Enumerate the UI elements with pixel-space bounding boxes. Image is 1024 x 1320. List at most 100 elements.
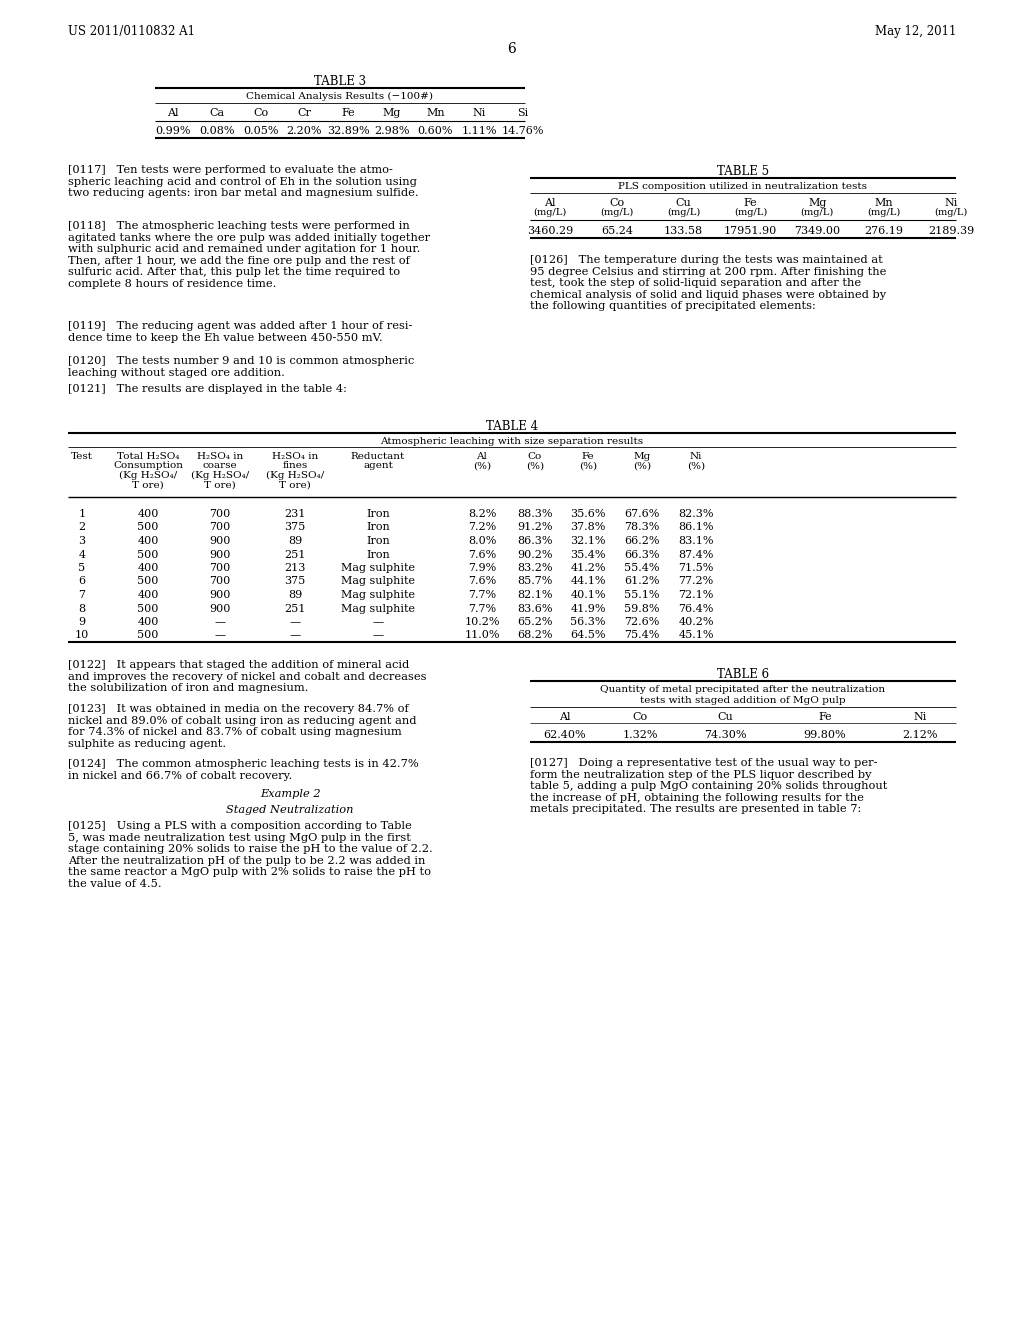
Text: Ca: Ca: [209, 108, 224, 117]
Text: 86.3%: 86.3%: [517, 536, 553, 546]
Text: 99.80%: 99.80%: [804, 730, 846, 741]
Text: 500: 500: [137, 603, 159, 614]
Text: 75.4%: 75.4%: [625, 631, 659, 640]
Text: 231: 231: [285, 510, 306, 519]
Text: Co: Co: [253, 108, 268, 117]
Text: 400: 400: [137, 590, 159, 601]
Text: Iron: Iron: [367, 523, 390, 532]
Text: Si: Si: [517, 108, 528, 117]
Text: Total H₂SO₄: Total H₂SO₄: [117, 451, 179, 461]
Text: (%): (%): [687, 462, 706, 470]
Text: 500: 500: [137, 577, 159, 586]
Text: 9: 9: [79, 616, 86, 627]
Text: 900: 900: [209, 590, 230, 601]
Text: TABLE 4: TABLE 4: [486, 420, 538, 433]
Text: coarse: coarse: [203, 462, 238, 470]
Text: Mg: Mg: [808, 198, 826, 209]
Text: 76.4%: 76.4%: [678, 603, 714, 614]
Text: Mn: Mn: [874, 198, 894, 209]
Text: —: —: [290, 631, 301, 640]
Text: agent: agent: [364, 462, 393, 470]
Text: 40.1%: 40.1%: [570, 590, 606, 601]
Text: (mg/L): (mg/L): [934, 209, 968, 216]
Text: 700: 700: [209, 577, 230, 586]
Text: 700: 700: [209, 523, 230, 532]
Text: 82.1%: 82.1%: [517, 590, 553, 601]
Text: 64.5%: 64.5%: [570, 631, 606, 640]
Text: 6: 6: [508, 42, 516, 55]
Text: 2.20%: 2.20%: [287, 125, 322, 136]
Text: Mag sulphite: Mag sulphite: [341, 603, 415, 614]
Text: 7.6%: 7.6%: [468, 577, 496, 586]
Text: 0.05%: 0.05%: [243, 125, 279, 136]
Text: 2189.39: 2189.39: [928, 226, 974, 236]
Text: 35.4%: 35.4%: [570, 549, 606, 560]
Text: 59.8%: 59.8%: [625, 603, 659, 614]
Text: May 12, 2011: May 12, 2011: [874, 25, 956, 38]
Text: 2: 2: [79, 523, 86, 532]
Text: 0.08%: 0.08%: [199, 125, 234, 136]
Text: T ore): T ore): [280, 480, 311, 490]
Text: 32.89%: 32.89%: [327, 125, 370, 136]
Text: 87.4%: 87.4%: [678, 549, 714, 560]
Text: (mg/L): (mg/L): [867, 209, 901, 216]
Text: PLS composition utilized in neutralization tests: PLS composition utilized in neutralizati…: [618, 182, 867, 191]
Text: 3: 3: [79, 536, 86, 546]
Text: 86.1%: 86.1%: [678, 523, 714, 532]
Text: 2.98%: 2.98%: [374, 125, 410, 136]
Text: [0117]   Ten tests were performed to evaluate the atmo-
spheric leaching acid an: [0117] Ten tests were performed to evalu…: [68, 165, 419, 198]
Text: [0122]   It appears that staged the addition of mineral acid
and improves the re: [0122] It appears that staged the additi…: [68, 660, 427, 693]
Text: 88.3%: 88.3%: [517, 510, 553, 519]
Text: Iron: Iron: [367, 549, 390, 560]
Text: 900: 900: [209, 536, 230, 546]
Text: (%): (%): [526, 462, 544, 470]
Text: Al: Al: [167, 108, 179, 117]
Text: Iron: Iron: [367, 536, 390, 546]
Text: TABLE 5: TABLE 5: [717, 165, 769, 178]
Text: 1: 1: [79, 510, 86, 519]
Text: 400: 400: [137, 536, 159, 546]
Text: 65.24: 65.24: [601, 226, 633, 236]
Text: [0118]   The atmospheric leaching tests were performed in
agitated tanks where t: [0118] The atmospheric leaching tests we…: [68, 220, 430, 289]
Text: (mg/L): (mg/L): [734, 209, 767, 216]
Text: Cu: Cu: [676, 198, 691, 209]
Text: 251: 251: [285, 603, 306, 614]
Text: Fe: Fe: [743, 198, 758, 209]
Text: 61.2%: 61.2%: [625, 577, 659, 586]
Text: 400: 400: [137, 616, 159, 627]
Text: 1.32%: 1.32%: [623, 730, 657, 741]
Text: 4: 4: [79, 549, 86, 560]
Text: 7.6%: 7.6%: [468, 549, 496, 560]
Text: 7349.00: 7349.00: [795, 226, 841, 236]
Text: Al: Al: [476, 451, 487, 461]
Text: TABLE 6: TABLE 6: [717, 668, 769, 681]
Text: Mag sulphite: Mag sulphite: [341, 564, 415, 573]
Text: 83.6%: 83.6%: [517, 603, 553, 614]
Text: 375: 375: [285, 523, 305, 532]
Text: (mg/L): (mg/L): [801, 209, 834, 216]
Text: 8.2%: 8.2%: [468, 510, 497, 519]
Text: 3460.29: 3460.29: [527, 226, 573, 236]
Text: (%): (%): [473, 462, 492, 470]
Text: [0123]   It was obtained in media on the recovery 84.7% of
nickel and 89.0% of c: [0123] It was obtained in media on the r…: [68, 704, 417, 748]
Text: 10: 10: [75, 631, 89, 640]
Text: [0120]   The tests number 9 and 10 is common atmospheric
leaching without staged: [0120] The tests number 9 and 10 is comm…: [68, 356, 415, 378]
Text: TABLE 3: TABLE 3: [314, 75, 366, 88]
Text: 72.1%: 72.1%: [678, 590, 714, 601]
Text: Mg: Mg: [634, 451, 650, 461]
Text: Test: Test: [71, 451, 93, 461]
Text: (Kg H₂SO₄/: (Kg H₂SO₄/: [266, 471, 325, 480]
Text: Cu: Cu: [717, 711, 733, 722]
Text: 900: 900: [209, 549, 230, 560]
Text: —: —: [214, 616, 225, 627]
Text: 500: 500: [137, 549, 159, 560]
Text: [0121]   The results are displayed in the table 4:: [0121] The results are displayed in the …: [68, 384, 347, 393]
Text: [0124]   The common atmospheric leaching tests is in 42.7%
in nickel and 66.7% o: [0124] The common atmospheric leaching t…: [68, 759, 419, 780]
Text: —: —: [214, 631, 225, 640]
Text: Mag sulphite: Mag sulphite: [341, 577, 415, 586]
Text: Consumption: Consumption: [113, 462, 183, 470]
Text: Mn: Mn: [426, 108, 444, 117]
Text: Co: Co: [633, 711, 647, 722]
Text: 2.12%: 2.12%: [902, 730, 938, 741]
Text: Fe: Fe: [582, 451, 594, 461]
